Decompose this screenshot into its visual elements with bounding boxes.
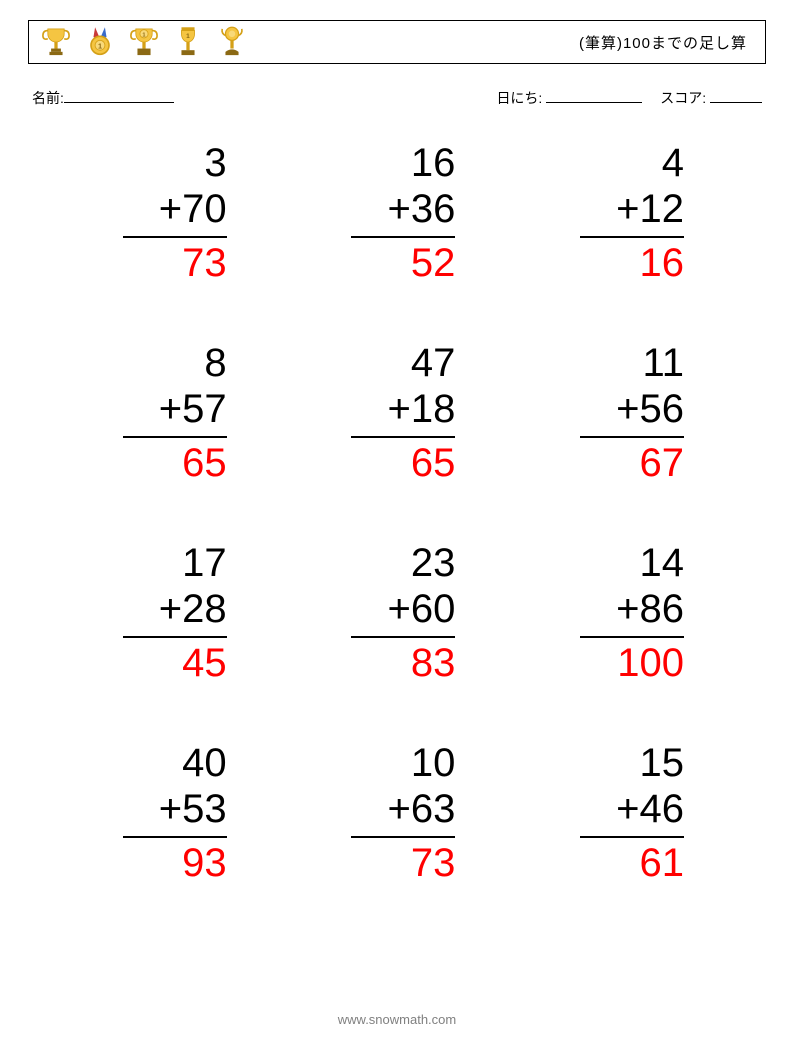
operand-bottom: +86 — [616, 586, 684, 632]
score-label: スコア: — [660, 90, 706, 106]
answer: 73 — [182, 240, 227, 286]
operand-bottom: +53 — [159, 786, 227, 832]
info-row: 名前: 日にち: スコア: — [28, 88, 766, 108]
operand-top: 40 — [182, 740, 227, 786]
operand-bottom: +36 — [387, 186, 455, 232]
operand-bottom: +12 — [616, 186, 684, 232]
answer: 100 — [617, 640, 684, 686]
operand-top: 11 — [642, 340, 684, 386]
problem: 16+36 52 — [293, 140, 502, 286]
answer: 16 — [640, 240, 685, 286]
answer: 93 — [182, 840, 227, 886]
score-blank[interactable] — [710, 89, 762, 103]
operand-bottom: +57 — [159, 386, 227, 432]
problems-grid: 3+707316+36524+12168+576547+186511+56671… — [28, 140, 766, 886]
date-blank[interactable] — [546, 89, 642, 103]
problem: 15+46 61 — [521, 740, 730, 886]
score-field-group: スコア: — [660, 88, 762, 108]
equals-rule — [580, 636, 684, 638]
problem: 14+86 100 — [521, 540, 730, 686]
equals-rule — [351, 636, 455, 638]
problem: 8+57 65 — [64, 340, 273, 486]
operand-bottom: +18 — [387, 386, 455, 432]
medal-icon: 1 — [83, 24, 117, 60]
equals-rule — [580, 836, 684, 838]
svg-text:1: 1 — [186, 33, 190, 40]
operand-top: 8 — [204, 340, 226, 386]
problem: 4+12 16 — [521, 140, 730, 286]
operand-top: 4 — [662, 140, 684, 186]
problem: 3+70 73 — [64, 140, 273, 286]
operand-top: 10 — [411, 740, 456, 786]
operand-bottom: +56 — [616, 386, 684, 432]
header-box: 1 1 1 — [28, 20, 766, 64]
equals-rule — [351, 436, 455, 438]
equals-rule — [123, 436, 227, 438]
name-blank[interactable] — [64, 89, 174, 103]
problem: 47+18 65 — [293, 340, 502, 486]
answer: 83 — [411, 640, 456, 686]
equals-rule — [351, 836, 455, 838]
equals-rule — [123, 636, 227, 638]
problem: 40+53 93 — [64, 740, 273, 886]
svg-text:1: 1 — [98, 42, 102, 51]
equals-rule — [580, 436, 684, 438]
trophy-cup-icon — [39, 24, 73, 60]
trophy-row: 1 1 1 — [39, 24, 249, 60]
operand-top: 15 — [640, 740, 685, 786]
answer: 45 — [182, 640, 227, 686]
problem: 23+60 83 — [293, 540, 502, 686]
operand-top: 14 — [640, 540, 685, 586]
operand-top: 16 — [411, 140, 456, 186]
equals-rule — [351, 236, 455, 238]
answer: 67 — [640, 440, 685, 486]
equals-rule — [123, 236, 227, 238]
worksheet-page: 1 1 1 — [0, 0, 794, 886]
operand-bottom: +63 — [387, 786, 455, 832]
answer: 65 — [182, 440, 227, 486]
footer-url: www.snowmath.com — [0, 1012, 794, 1027]
answer: 65 — [411, 440, 456, 486]
answer: 52 — [411, 240, 456, 286]
operand-bottom: +70 — [159, 186, 227, 232]
trophy-stand-icon — [215, 24, 249, 60]
name-label: 名前: — [32, 88, 64, 108]
problem: 17+28 45 — [64, 540, 273, 686]
trophy-tall-icon: 1 — [171, 24, 205, 60]
answer: 73 — [411, 840, 456, 886]
answer: 61 — [640, 840, 685, 886]
operand-bottom: +60 — [387, 586, 455, 632]
operand-top: 3 — [204, 140, 226, 186]
operand-top: 17 — [182, 540, 227, 586]
problem: 10+63 73 — [293, 740, 502, 886]
date-field-group: 日にち: — [496, 88, 642, 108]
operand-top: 47 — [411, 340, 456, 386]
worksheet-title: (筆算)100までの足し算 — [579, 32, 747, 53]
operand-bottom: +46 — [616, 786, 684, 832]
equals-rule — [123, 836, 227, 838]
problem: 11+56 67 — [521, 340, 730, 486]
date-label: 日にち: — [496, 90, 542, 106]
operand-bottom: +28 — [159, 586, 227, 632]
trophy-badge-icon: 1 — [127, 24, 161, 60]
operand-top: 23 — [411, 540, 456, 586]
name-field-group: 名前: — [32, 88, 174, 108]
equals-rule — [580, 236, 684, 238]
